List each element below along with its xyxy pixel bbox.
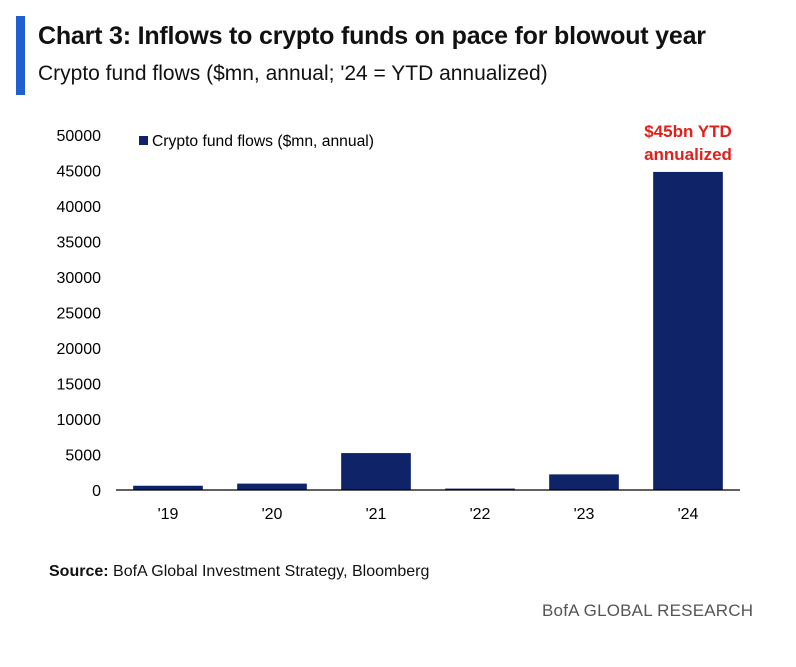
y-tick-label: 45000 [57,164,102,181]
bar [549,474,619,490]
legend-label: Crypto fund flows ($mn, annual) [152,133,374,150]
x-tick-label: '19 [158,506,179,523]
bar [653,171,723,491]
chart-title: Chart 3: Inflows to crypto funds on pace… [38,22,706,50]
x-tick-label: '22 [470,506,491,523]
y-tick-label: 40000 [57,199,102,216]
y-tick-label: 5000 [65,448,101,465]
bar [133,485,203,490]
y-tick-label: 10000 [57,412,102,429]
brand-footer: BofA GLOBAL RESEARCH [542,601,754,620]
bar [237,483,307,490]
y-tick-label: 35000 [57,235,102,252]
title-accent-bar [16,16,25,95]
x-tick-label: '21 [366,506,387,523]
source-text: BofA Global Investment Strategy, Bloombe… [113,563,430,580]
y-tick-label: 15000 [57,377,102,394]
y-tick-label: 25000 [57,306,102,323]
y-tick-label: 30000 [57,270,102,287]
x-tick-label: '20 [262,506,283,523]
bar [445,488,515,490]
y-tick-label: 20000 [57,341,102,358]
source-note: Source: BofA Global Investment Strategy,… [49,563,429,581]
x-tick-label: '23 [574,506,595,523]
source-label: Source: [49,563,109,580]
y-tick-label: 50000 [57,128,102,145]
legend-swatch [139,136,148,145]
chart-subtitle: Crypto fund flows ($mn, annual; '24 = YT… [38,62,548,85]
bar-annotation: $45bn YTD [644,122,732,141]
x-tick-label: '24 [678,506,699,523]
bar-annotation: annualized [644,145,732,164]
y-tick-label: 0 [92,483,101,500]
bar [341,453,411,490]
